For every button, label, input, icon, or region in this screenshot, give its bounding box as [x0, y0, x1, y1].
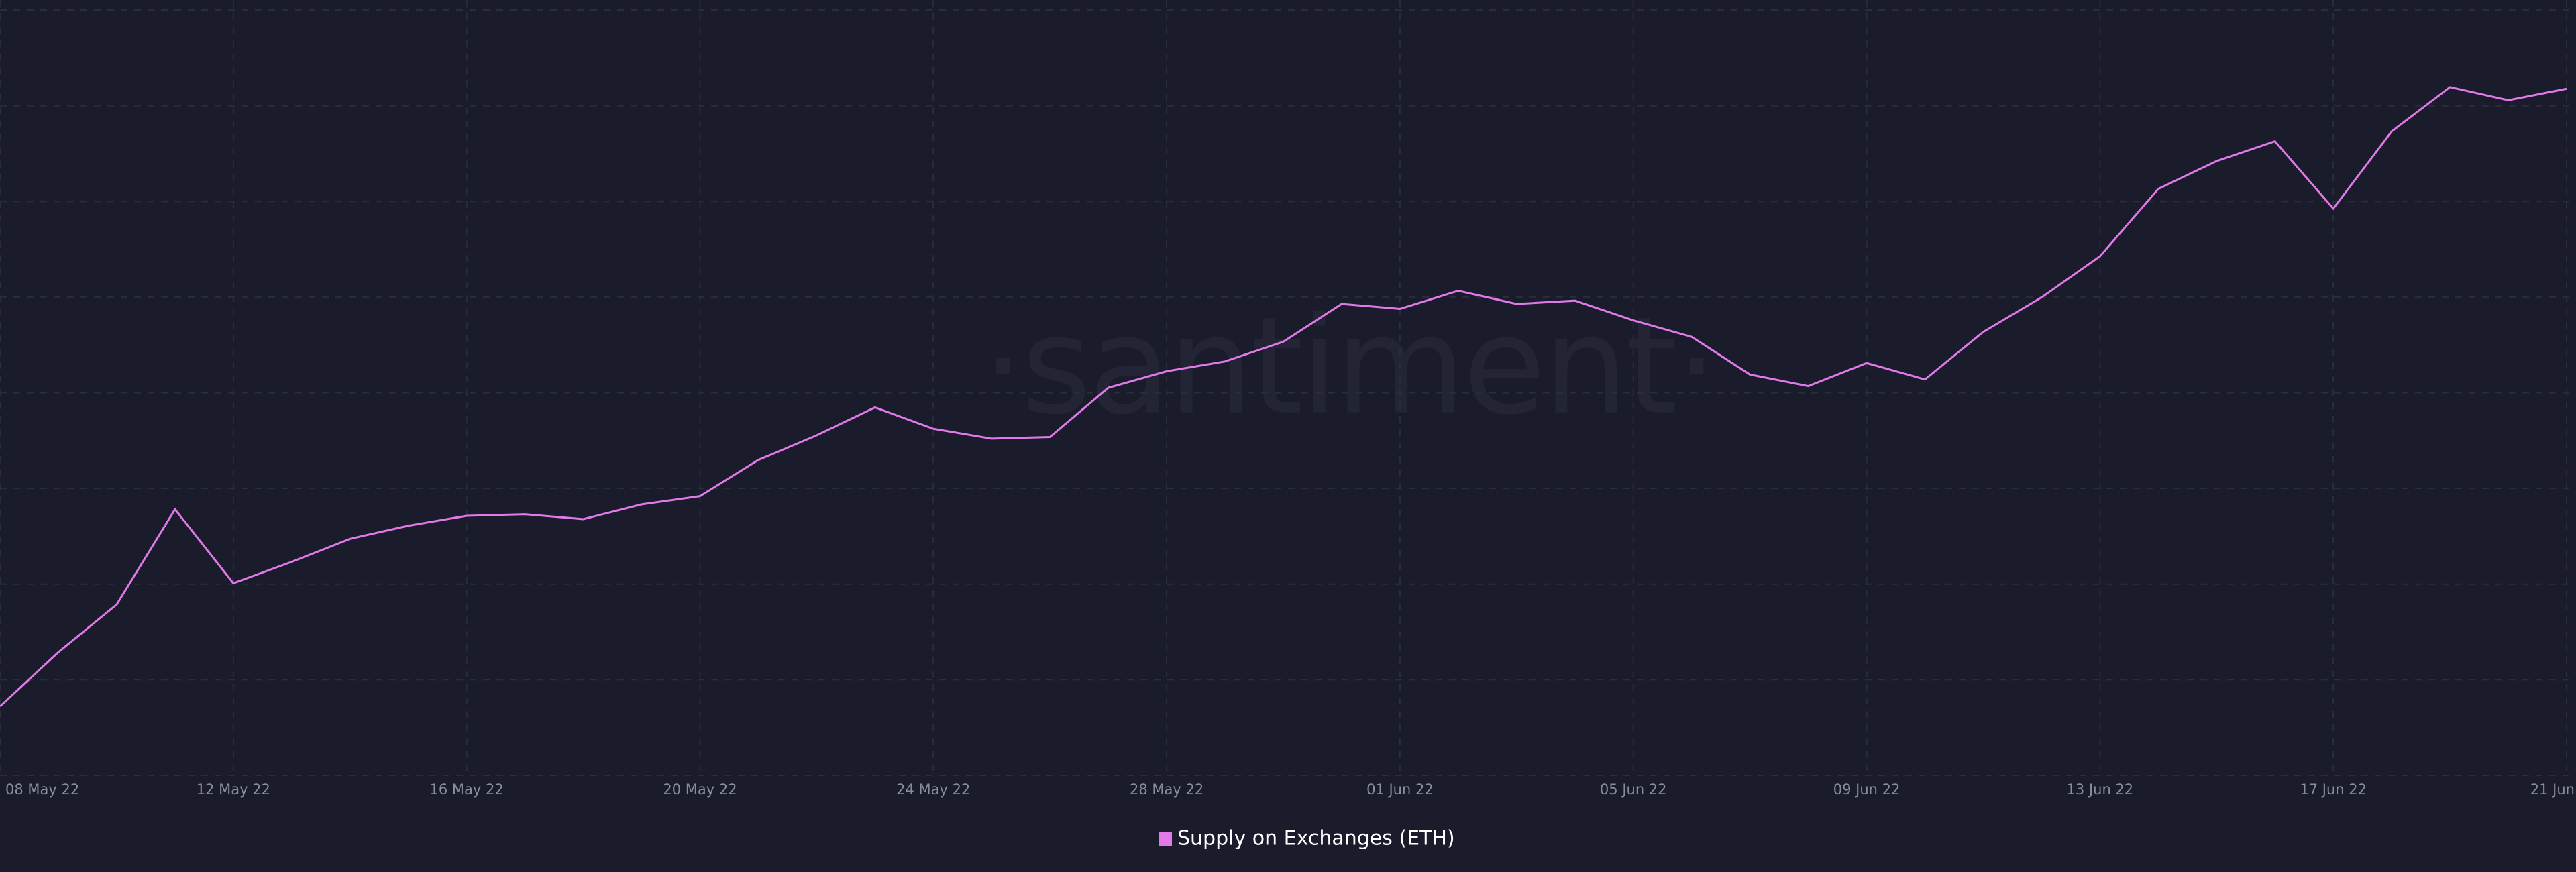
- legend-label: Supply on Exchanges (ETH): [1177, 827, 1455, 851]
- x-tick-label: 08 May 22: [5, 781, 79, 798]
- x-tick-label: 24 May 22: [896, 781, 970, 798]
- legend-swatch: [1159, 832, 1172, 846]
- x-tick-label: 21 Jun: [2530, 781, 2575, 798]
- x-tick-label: 01 Jun 22: [1366, 781, 1434, 798]
- x-tick-label: 05 Jun 22: [1600, 781, 1667, 798]
- x-tick-label: 28 May 22: [1130, 781, 1203, 798]
- x-tick-label: 17 Jun 22: [2300, 781, 2367, 798]
- x-tick-label: 09 Jun 22: [1833, 781, 1900, 798]
- data-line: [0, 86, 2567, 708]
- x-tick-label: 13 Jun 22: [2067, 781, 2134, 798]
- x-tick-label: 12 May 22: [197, 781, 270, 798]
- x-tick-label: 20 May 22: [663, 781, 737, 798]
- watermark: ·santiment·: [981, 288, 1715, 445]
- x-tick-label: 16 May 22: [430, 781, 504, 798]
